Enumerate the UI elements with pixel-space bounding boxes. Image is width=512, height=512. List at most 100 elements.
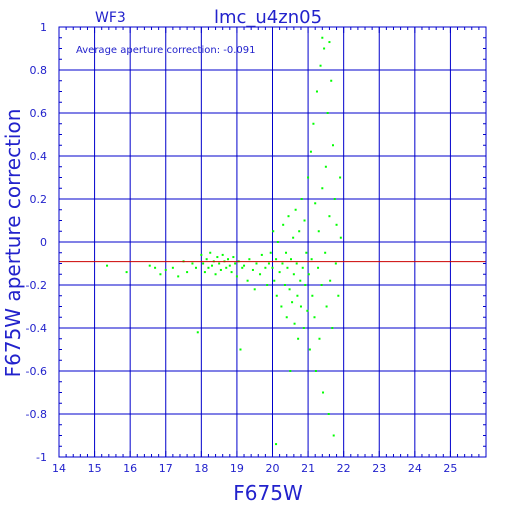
data-point bbox=[214, 273, 217, 276]
y-tick-label: 1 bbox=[40, 21, 47, 34]
data-point bbox=[186, 271, 189, 274]
data-point bbox=[159, 273, 162, 276]
data-point bbox=[324, 165, 327, 168]
data-point bbox=[331, 327, 334, 329]
data-point bbox=[239, 348, 242, 351]
data-point bbox=[328, 41, 331, 44]
data-point bbox=[313, 316, 316, 319]
data-point bbox=[318, 337, 321, 340]
data-point bbox=[289, 370, 292, 372]
data-point bbox=[323, 47, 326, 50]
data-point bbox=[295, 262, 298, 265]
data-point bbox=[267, 262, 270, 265]
chip-label: WF3 bbox=[95, 10, 126, 26]
x-axis-label: F675W bbox=[233, 481, 303, 505]
data-point bbox=[319, 64, 322, 67]
data-point bbox=[296, 294, 299, 297]
data-point bbox=[177, 275, 180, 278]
data-point bbox=[292, 236, 295, 239]
data-point bbox=[325, 305, 328, 308]
data-point bbox=[310, 258, 313, 261]
data-point bbox=[272, 230, 275, 233]
points-layer bbox=[106, 36, 342, 446]
data-point bbox=[337, 294, 340, 297]
data-point bbox=[307, 176, 310, 179]
data-point bbox=[275, 258, 278, 261]
data-point bbox=[333, 198, 336, 200]
y-tick-label: 0.2 bbox=[30, 193, 48, 206]
data-point bbox=[312, 122, 315, 125]
data-point bbox=[171, 266, 174, 269]
x-tick-label: 19 bbox=[230, 462, 244, 475]
data-point bbox=[260, 253, 263, 256]
data-point bbox=[285, 251, 288, 254]
data-point bbox=[286, 266, 289, 269]
data-point bbox=[305, 251, 308, 254]
data-point bbox=[219, 268, 222, 271]
data-point bbox=[292, 273, 295, 276]
data-point bbox=[306, 309, 309, 312]
data-point bbox=[259, 273, 262, 276]
x-tick-label: 14 bbox=[52, 462, 66, 475]
data-point bbox=[275, 443, 278, 446]
data-point bbox=[264, 266, 267, 269]
grid-layer bbox=[58, 26, 487, 458]
data-point bbox=[282, 223, 285, 226]
y-tick-label: -0.2 bbox=[26, 279, 47, 292]
data-point bbox=[331, 144, 334, 147]
data-point bbox=[314, 202, 317, 205]
data-point bbox=[304, 284, 307, 286]
data-point bbox=[211, 264, 214, 267]
data-point bbox=[285, 316, 288, 319]
y-tick-label: 0.4 bbox=[30, 150, 48, 163]
data-point bbox=[164, 268, 167, 271]
y-tick-label: -1 bbox=[36, 451, 47, 464]
data-point bbox=[281, 262, 284, 265]
y-tick-label: -0.6 bbox=[26, 365, 47, 378]
y-tick-label: -0.8 bbox=[26, 408, 47, 421]
data-point bbox=[273, 279, 276, 282]
data-point bbox=[148, 264, 151, 267]
data-point bbox=[317, 266, 320, 269]
data-point bbox=[283, 284, 286, 286]
y-tick-label: 0.8 bbox=[30, 64, 48, 77]
data-point bbox=[241, 266, 244, 269]
data-point bbox=[246, 279, 249, 282]
y-tick-label: -0.4 bbox=[26, 322, 47, 335]
data-point bbox=[255, 262, 258, 265]
data-point bbox=[294, 208, 297, 211]
data-point bbox=[278, 271, 281, 274]
data-point bbox=[317, 230, 320, 233]
data-point bbox=[299, 279, 302, 282]
data-point bbox=[218, 262, 221, 265]
data-point bbox=[327, 413, 330, 415]
data-point bbox=[276, 241, 279, 243]
data-point bbox=[322, 391, 325, 394]
data-point bbox=[328, 215, 331, 218]
x-tick-label: 18 bbox=[194, 462, 208, 475]
data-point bbox=[205, 258, 208, 261]
data-point bbox=[287, 215, 290, 218]
y-tick-label: 0 bbox=[40, 236, 47, 249]
data-point bbox=[324, 251, 327, 254]
y-axis-label: F675W aperture correction bbox=[1, 109, 25, 378]
x-tick-label: 24 bbox=[408, 462, 422, 475]
ticks-layer bbox=[58, 26, 487, 458]
data-point bbox=[269, 251, 272, 254]
x-tick-label: 25 bbox=[443, 462, 457, 475]
data-point bbox=[196, 331, 199, 334]
x-tick-label: 16 bbox=[123, 462, 137, 475]
data-point bbox=[248, 258, 251, 261]
x-tick-label: 17 bbox=[159, 462, 173, 475]
data-point bbox=[291, 301, 294, 304]
data-point bbox=[275, 294, 278, 297]
data-point bbox=[251, 268, 254, 271]
data-point bbox=[266, 284, 269, 286]
data-point bbox=[320, 284, 323, 286]
data-point bbox=[194, 266, 197, 269]
data-point bbox=[154, 266, 157, 269]
data-point bbox=[207, 266, 210, 269]
data-point bbox=[298, 230, 301, 233]
